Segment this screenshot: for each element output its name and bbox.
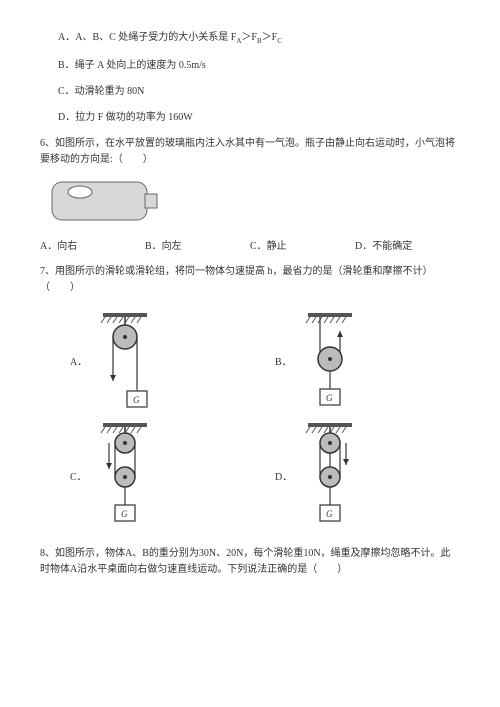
pulley-a-icon: G bbox=[95, 311, 155, 411]
q7-figures: A． G B． bbox=[70, 311, 440, 531]
q7-stem: 7、用图所示的滑轮或滑轮组，将同一物体匀速提高 h，最省力的是（滑轮重和摩擦不计… bbox=[40, 264, 460, 296]
q6-option-a: A．向右 bbox=[40, 237, 145, 252]
q7-label-d: D． bbox=[275, 468, 292, 483]
q6-option-c: C．静止 bbox=[250, 237, 355, 252]
q7-label-a: A． bbox=[70, 353, 87, 368]
q7-label-b: B． bbox=[275, 353, 292, 368]
pulley-b-icon: G bbox=[300, 311, 360, 411]
q5-a-sub3: C bbox=[277, 37, 282, 45]
q5-option-b: B．绳子 A 处向上的速度为 0.5m/s bbox=[40, 58, 460, 73]
q5-option-c: C．动滑轮重为 80N bbox=[40, 84, 460, 99]
pulley-d-icon: G bbox=[300, 421, 360, 531]
pulley-c-icon: G bbox=[95, 421, 155, 531]
q7-cell-b: B． G bbox=[275, 311, 440, 411]
q5-option-a: A．A、B、C 处绳子受力的大小关系是 FA＞FB＞FC bbox=[40, 30, 460, 47]
q6-options: A．向右 B．向左 C．静止 D．不能确定 bbox=[40, 237, 460, 252]
q6-figure bbox=[50, 180, 460, 225]
q5-option-d: D．拉力 F 做功的功率为 160W bbox=[40, 110, 460, 125]
q7-cell-d: D． G bbox=[275, 421, 440, 531]
svg-text:G: G bbox=[121, 509, 128, 519]
q5-a-text1: A．A、B、C 处绳子受力的大小关系是 F bbox=[58, 32, 236, 43]
svg-text:G: G bbox=[326, 509, 333, 519]
q6-stem: 6、如图所示，在水平放置的玻璃瓶内注入水其中有一气泡。瓶子由静止向右运动时，小气… bbox=[40, 136, 460, 168]
q6-option-b: B．向左 bbox=[145, 237, 250, 252]
svg-text:G: G bbox=[133, 395, 140, 405]
bottle-icon bbox=[50, 180, 160, 222]
q5-a-mid2: ＞F bbox=[262, 32, 278, 43]
q5-a-mid1: ＞F bbox=[241, 32, 257, 43]
q7-cell-a: A． G bbox=[70, 311, 235, 411]
q6-option-d: D．不能确定 bbox=[355, 237, 460, 252]
svg-text:G: G bbox=[326, 393, 333, 403]
q8-stem: 8、如图所示，物体A、B的重分别为30N、20N，每个滑轮重10N，绳重及摩擦均… bbox=[40, 546, 460, 578]
q7-cell-c: C． G bbox=[70, 421, 235, 531]
q7-label-c: C． bbox=[70, 468, 87, 483]
